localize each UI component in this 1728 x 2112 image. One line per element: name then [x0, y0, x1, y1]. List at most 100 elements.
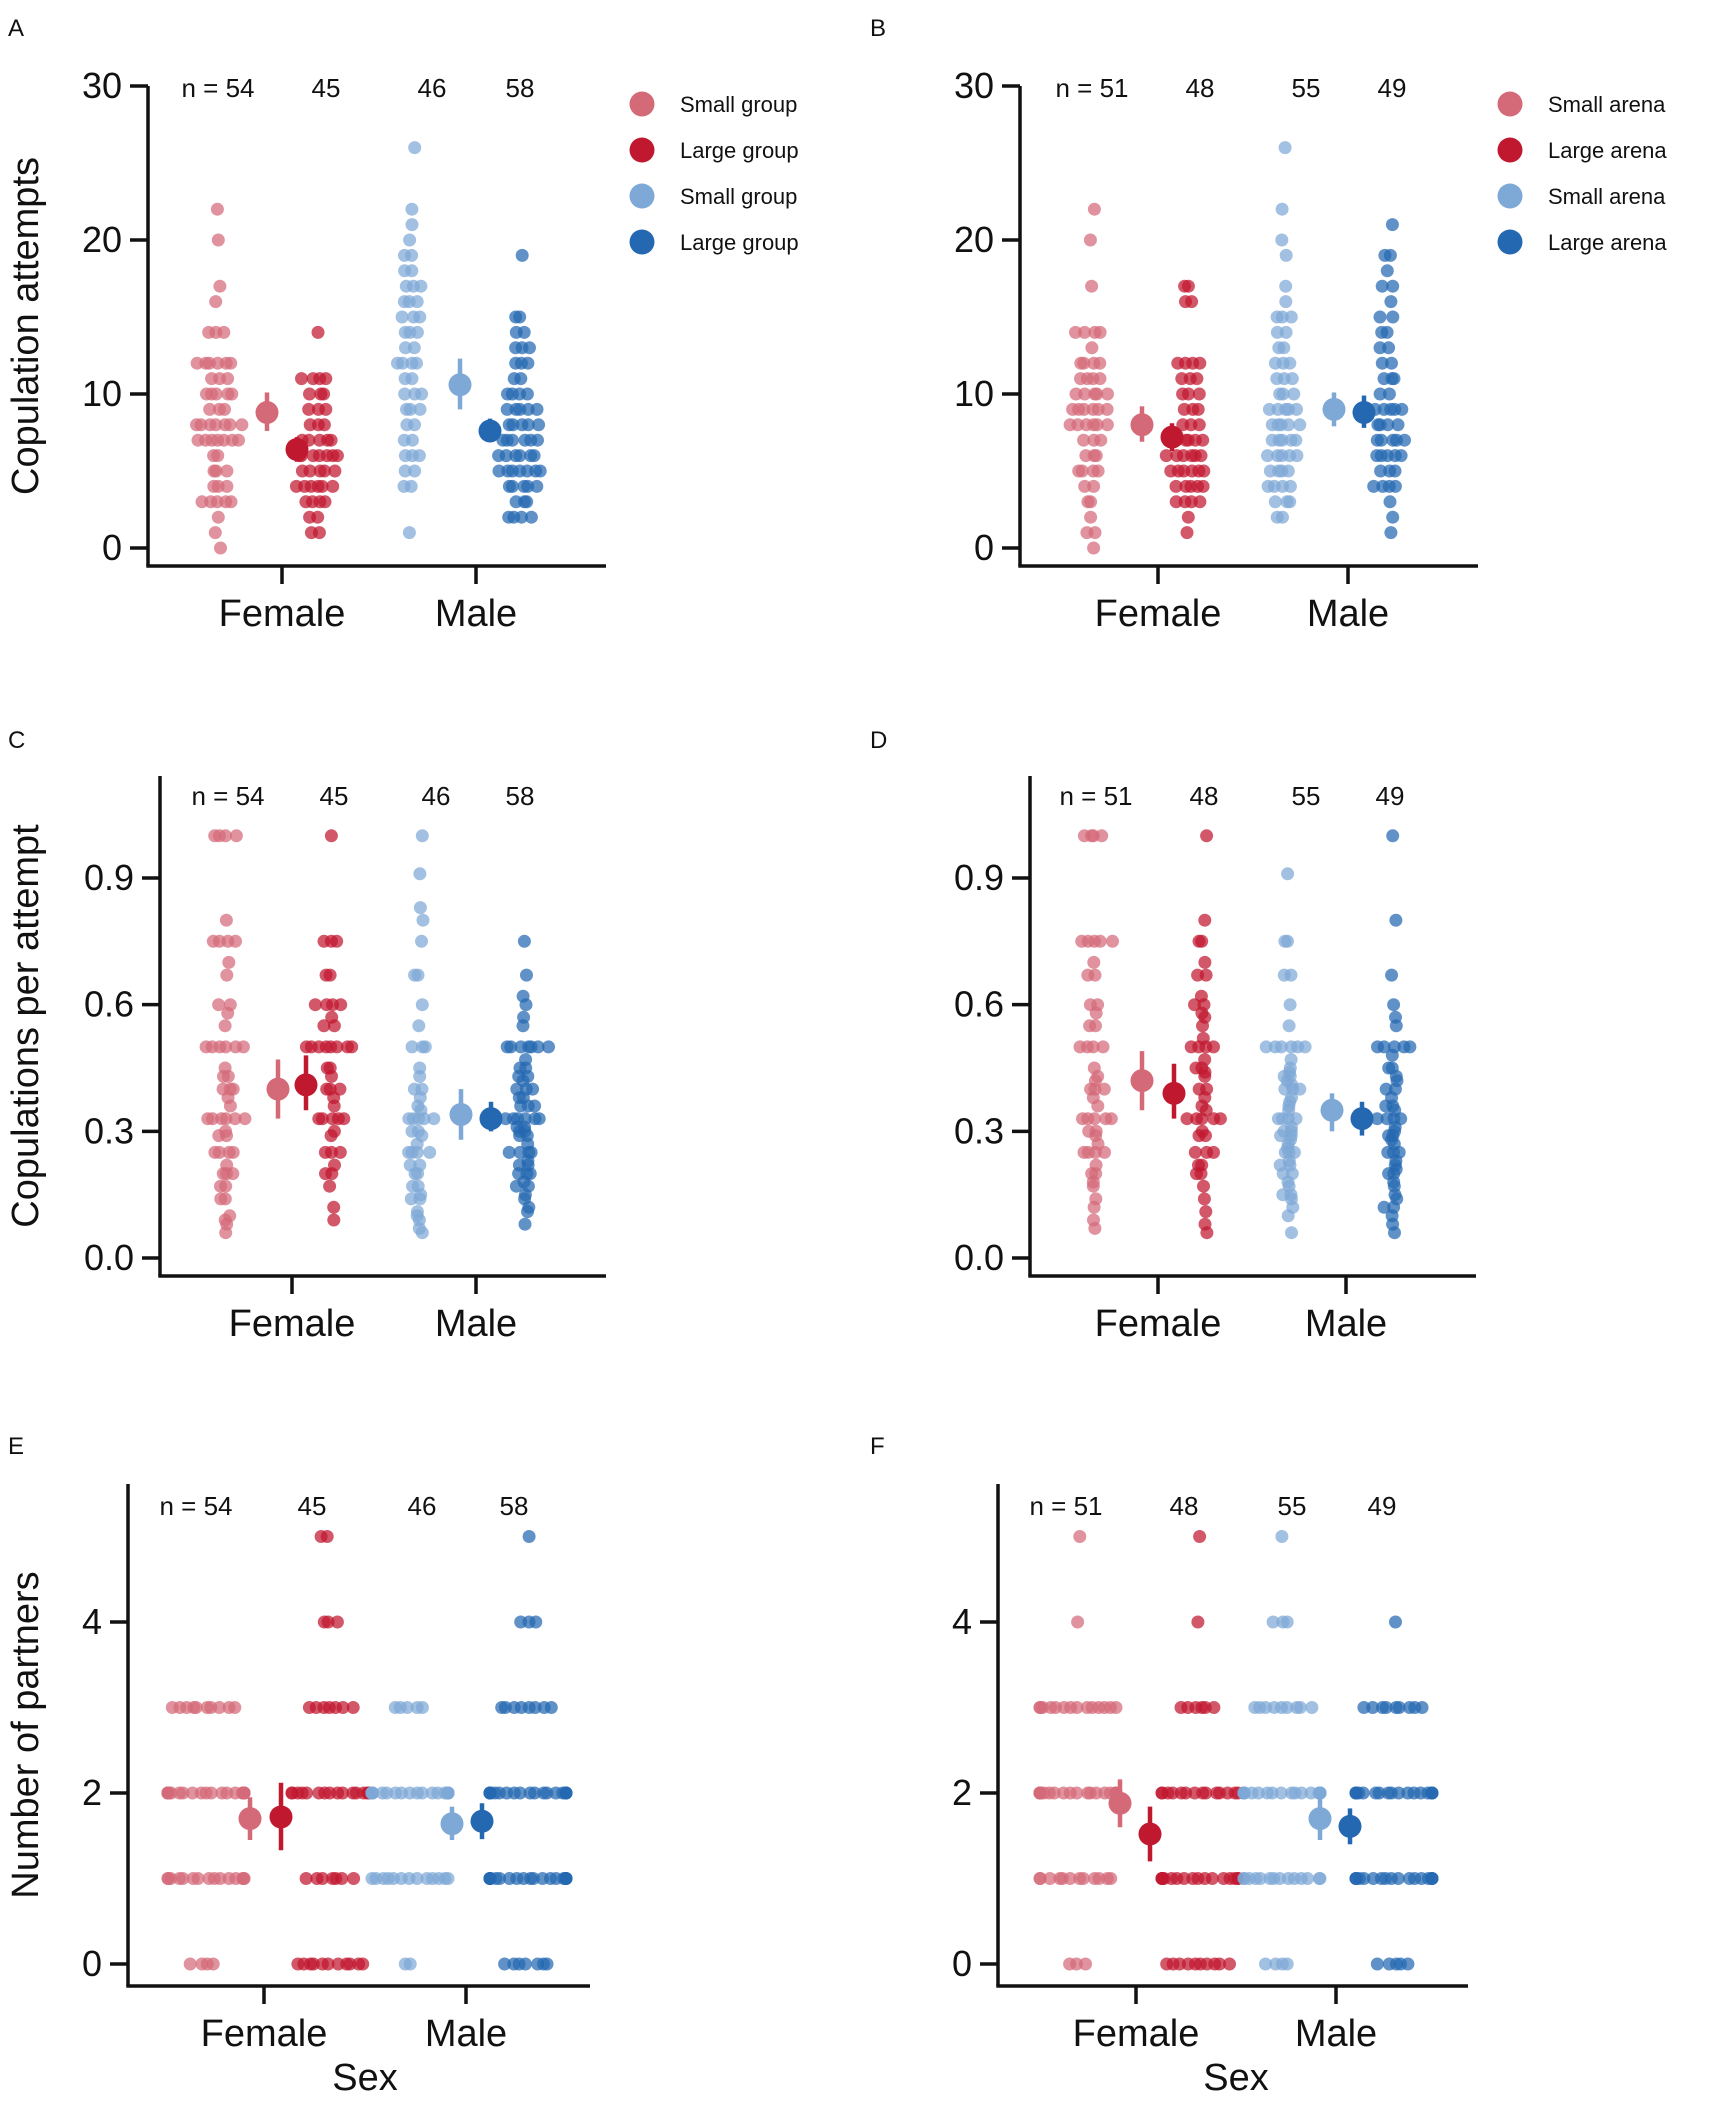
data-point [1155, 1786, 1169, 1800]
data-point [1181, 510, 1195, 524]
data-point [1071, 1615, 1085, 1629]
data-point [1276, 1188, 1290, 1202]
legend-label: Large group [680, 230, 799, 255]
data-point [1373, 310, 1387, 324]
y-tick-label: 0.3 [954, 1110, 1004, 1151]
data-point [544, 1701, 558, 1714]
data-point [388, 1701, 402, 1714]
data-point [1082, 1124, 1096, 1138]
data-point [1101, 387, 1114, 401]
series-3 [1338, 1615, 1439, 1971]
data-point [1194, 989, 1208, 1003]
data-point [1174, 1701, 1188, 1714]
panel-letter: C [8, 727, 25, 754]
data-point [1088, 1074, 1102, 1088]
data-point [1386, 279, 1400, 293]
mean-point [1320, 1098, 1344, 1122]
data-point [1192, 1082, 1206, 1096]
data-point [1386, 310, 1400, 324]
data-point [1237, 1872, 1251, 1885]
data-point [1093, 325, 1107, 339]
data-point [1259, 1957, 1272, 1971]
data-point [202, 325, 216, 339]
data-point [403, 233, 417, 247]
data-point [1280, 1615, 1294, 1629]
data-point [1366, 1872, 1380, 1885]
data-point [410, 325, 424, 339]
data-point [323, 1179, 337, 1193]
data-point [1207, 1040, 1220, 1054]
data-point [1391, 1872, 1405, 1885]
data-point [510, 1120, 524, 1134]
sample-size-label: 58 [500, 1491, 529, 1521]
data-point [1192, 387, 1206, 401]
data-point [220, 1158, 234, 1172]
data-point [1282, 1019, 1296, 1033]
data-point [1197, 464, 1211, 478]
data-point [1281, 1141, 1295, 1155]
data-point [415, 1701, 429, 1714]
series-3 [479, 934, 555, 1231]
data-point [1193, 356, 1207, 370]
data-point [1104, 1872, 1118, 1885]
data-point [1080, 526, 1094, 540]
data-point [1382, 1957, 1396, 1971]
panel-c: C 0.0 0.3 0.6 0.9 Female Male Copulations per a… [5, 727, 606, 1345]
data-point [1078, 325, 1092, 339]
data-point [1270, 372, 1284, 386]
sample-size-label: 45 [312, 73, 341, 103]
data-point [191, 433, 205, 447]
data-point [1385, 218, 1399, 232]
sample-size-label: 46 [418, 73, 447, 103]
data-point [330, 1615, 344, 1629]
series-3 [1352, 218, 1411, 540]
series-1 [1162, 829, 1227, 1240]
data-point [229, 829, 243, 843]
data-point [1385, 356, 1398, 370]
series-3 [1350, 829, 1417, 1240]
data-point [1087, 1213, 1100, 1227]
data-point [1385, 1133, 1399, 1147]
data-point [1069, 387, 1083, 401]
legend: Small group Large group Small group Large g… [629, 91, 799, 255]
data-point [1087, 1061, 1101, 1075]
mean-point [255, 400, 279, 424]
data-point [1270, 310, 1284, 324]
data-point [326, 479, 340, 493]
data-point [408, 141, 422, 155]
mean-point [479, 1107, 503, 1131]
data-point [1171, 356, 1185, 370]
data-point [311, 325, 325, 339]
data-point [1280, 1957, 1294, 1971]
legend-swatch [629, 137, 655, 163]
data-point [223, 1209, 237, 1223]
data-point [1273, 387, 1287, 401]
data-point [327, 1200, 341, 1214]
data-point [1083, 1019, 1097, 1033]
mean-point [470, 1809, 494, 1833]
data-point [397, 479, 411, 493]
mean-point [1130, 413, 1154, 437]
data-point [1379, 1082, 1393, 1096]
sample-size-label: 49 [1368, 1491, 1397, 1521]
data-point [1066, 402, 1080, 416]
data-point [1237, 1786, 1251, 1800]
data-point [1425, 1872, 1439, 1885]
data-point [1198, 955, 1212, 969]
data-point [528, 1701, 542, 1714]
data-point [1198, 1053, 1212, 1067]
data-point [1282, 1154, 1296, 1168]
data-point [1053, 1872, 1067, 1885]
data-point [408, 968, 422, 982]
y-tick-label: 4 [952, 1601, 972, 1642]
data-point [330, 934, 344, 948]
data-point [1387, 998, 1401, 1012]
series-1 [1138, 1530, 1245, 1971]
data-point [1084, 510, 1098, 524]
data-point [1196, 1031, 1210, 1045]
sample-size-label: n = 51 [1029, 1491, 1102, 1521]
data-point [483, 1786, 497, 1800]
data-point [1367, 479, 1381, 493]
sample-size-label: 49 [1378, 73, 1407, 103]
y-tick-label: 0.0 [954, 1237, 1004, 1278]
